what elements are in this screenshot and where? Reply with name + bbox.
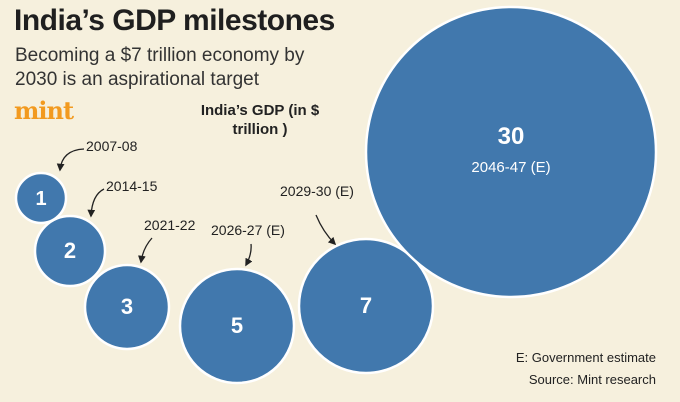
estimate-note: E: Government estimate — [515, 350, 656, 365]
bubble-value-label: 3 — [121, 294, 133, 319]
bubble-value-label: 30 — [498, 123, 525, 150]
bubble-2021-22 — [83, 263, 171, 351]
bubble-value-label: 2 — [64, 238, 76, 263]
pointer-arrow — [87, 188, 105, 218]
bubble-year-label: 2029-30 (E) — [280, 183, 354, 199]
chart-subtitle: Becoming a $7 trillion economy by 2030 i… — [15, 45, 305, 90]
bubble-2014-15 — [33, 214, 107, 288]
chart-title: India’s GDP milestones — [14, 4, 335, 37]
bubble-year-label: 2021-22 — [144, 217, 196, 233]
bubble-year-label: 2046-47 (E) — [471, 159, 550, 176]
bubble-value-label: 1 — [35, 188, 46, 210]
pointer-arrow — [245, 243, 253, 267]
bubble-year-label: 2026-27 (E) — [211, 222, 285, 238]
pointer-arrow — [315, 214, 337, 246]
pointer-arrow — [138, 237, 153, 264]
bubble-2007-08 — [14, 171, 68, 225]
pointer-arrow — [56, 148, 85, 172]
bubble-2046-47-E — [364, 5, 658, 299]
bubble-2029-30-E — [297, 237, 435, 375]
legend-title: India’s GDP (in $ trillion ) — [200, 102, 320, 138]
source-note: Source: Mint research — [528, 372, 656, 387]
mint-logo: mint — [14, 96, 74, 125]
bubble-value-label: 5 — [231, 313, 243, 338]
bubble-value-label: 7 — [360, 293, 372, 318]
bubble-2026-27-E — [178, 267, 296, 385]
bubble-year-label: 2007-08 — [86, 138, 138, 154]
bubble-year-label: 2014-15 — [106, 178, 158, 194]
